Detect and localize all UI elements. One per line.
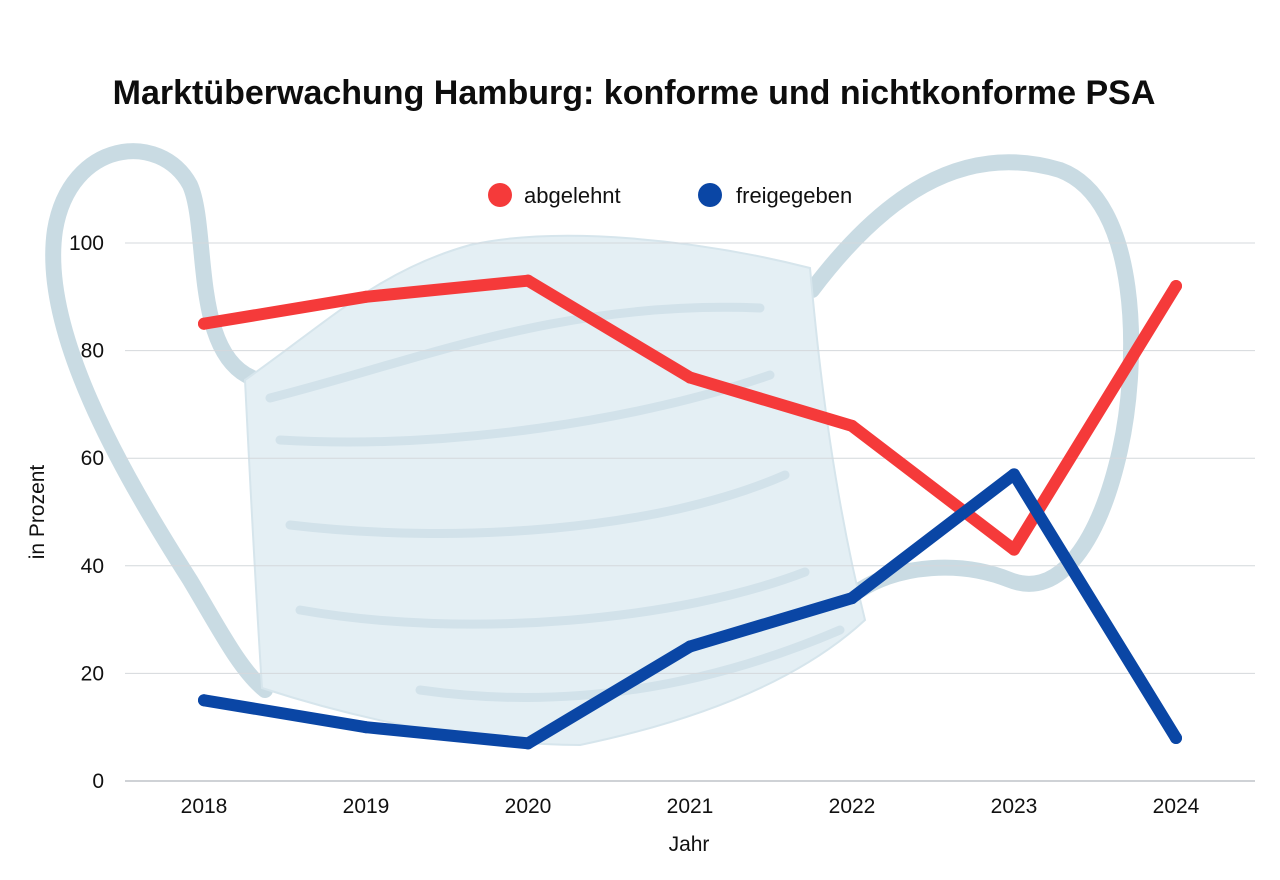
y-tick-label: 80 bbox=[81, 340, 104, 363]
x-axis-label: Jahr bbox=[669, 833, 710, 856]
legend-label-freigegeben: freigegeben bbox=[736, 183, 852, 208]
legend-marker-freigegeben bbox=[698, 183, 722, 207]
y-tick-label: 0 bbox=[92, 770, 104, 793]
data-point-abgelehnt bbox=[684, 371, 696, 384]
mask-left-ear-loop bbox=[45, 143, 273, 698]
legend-label-abgelehnt: abgelehnt bbox=[524, 183, 621, 208]
x-tick-label: 2019 bbox=[343, 795, 390, 818]
data-point-abgelehnt bbox=[1170, 280, 1182, 293]
data-point-abgelehnt bbox=[522, 274, 534, 287]
x-tick-label: 2020 bbox=[505, 795, 552, 818]
data-point-abgelehnt bbox=[1008, 543, 1020, 556]
mask-pleat bbox=[285, 470, 790, 538]
y-tick-label: 100 bbox=[69, 232, 104, 255]
x-tick-label: 2022 bbox=[829, 795, 876, 818]
data-point-freigegeben bbox=[522, 737, 534, 750]
data-point-freigegeben bbox=[360, 721, 372, 734]
data-point-freigegeben bbox=[846, 592, 858, 605]
chart-title: Marktüberwachung Hamburg: konforme und n… bbox=[113, 74, 1156, 112]
x-tick-label: 2021 bbox=[667, 795, 714, 818]
legend: abgelehnt freigegeben bbox=[488, 183, 852, 208]
data-point-abgelehnt bbox=[198, 317, 210, 330]
mask-pleat bbox=[415, 625, 845, 702]
data-point-freigegeben bbox=[1008, 468, 1020, 481]
mask-pleat bbox=[275, 370, 775, 447]
y-axis-ticks: 0 20 40 60 80 100 bbox=[69, 232, 104, 793]
x-tick-label: 2023 bbox=[991, 795, 1038, 818]
y-tick-label: 20 bbox=[81, 662, 104, 685]
data-point-freigegeben bbox=[198, 694, 210, 707]
legend-item-freigegeben: freigegeben bbox=[698, 183, 852, 208]
series-lines bbox=[198, 274, 1182, 750]
mask-pleat bbox=[295, 567, 810, 629]
x-axis-ticks: 2018 2019 2020 2021 2022 2023 2024 bbox=[181, 795, 1200, 818]
mask-pleat bbox=[265, 302, 765, 403]
data-point-abgelehnt bbox=[360, 290, 372, 303]
x-tick-label: 2018 bbox=[181, 795, 228, 818]
data-point-abgelehnt bbox=[846, 419, 858, 432]
y-tick-label: 40 bbox=[81, 555, 104, 578]
mask-body bbox=[243, 234, 867, 747]
y-axis-label: in Prozent bbox=[26, 465, 49, 560]
legend-marker-abgelehnt bbox=[488, 183, 512, 207]
face-mask-illustration bbox=[45, 143, 1140, 747]
y-tick-label: 60 bbox=[81, 447, 104, 470]
data-point-freigegeben bbox=[1170, 731, 1182, 744]
mask-right-ear-loop bbox=[804, 154, 1140, 598]
legend-item-abgelehnt: abgelehnt bbox=[488, 183, 621, 208]
data-point-freigegeben bbox=[684, 640, 696, 653]
x-tick-label: 2024 bbox=[1153, 795, 1200, 818]
